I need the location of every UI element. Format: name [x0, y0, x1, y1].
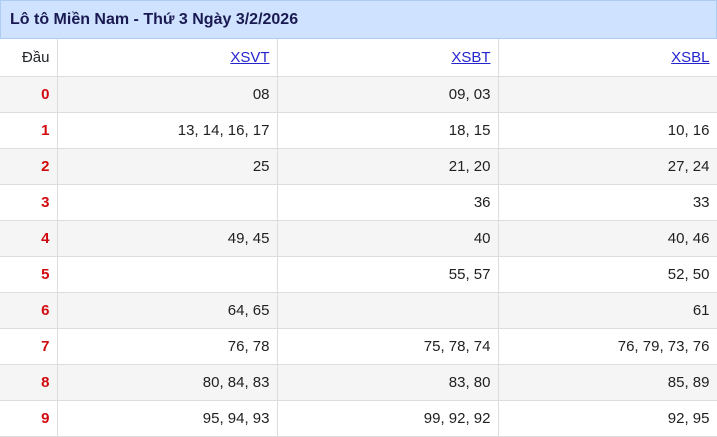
column-header-xsbl: XSBL: [497, 39, 717, 77]
xsvt-cell: 64, 65: [56, 291, 278, 329]
xsbl-cell: 92, 95: [497, 399, 717, 437]
table-row: 2 25 21, 20 27, 24: [0, 147, 717, 185]
table-row: 0 08 09, 03: [0, 75, 717, 113]
dau-cell: 2: [0, 147, 58, 185]
xsbl-cell: 85, 89: [497, 363, 717, 401]
xsbl-cell: 52, 50: [497, 255, 717, 293]
xsbt-cell: 75, 78, 74: [276, 327, 499, 365]
table-row: 7 76, 78 75, 78, 74 76, 79, 73, 76: [0, 327, 717, 365]
xsbt-cell: 83, 80: [276, 363, 499, 401]
xsbl-cell: 61: [497, 291, 717, 329]
xsbt-link[interactable]: XSBT: [451, 48, 491, 66]
xsvt-cell: 95, 94, 93: [56, 399, 278, 437]
xsbt-cell: [276, 291, 499, 329]
table-row: 8 80, 84, 83 83, 80 85, 89: [0, 363, 717, 401]
xsvt-link[interactable]: XSVT: [230, 48, 270, 66]
xsbt-cell: 21, 20: [276, 147, 499, 185]
column-header-xsvt: XSVT: [56, 39, 278, 77]
column-header-dau: Đầu: [0, 39, 58, 77]
xsbl-cell: 40, 46: [497, 219, 717, 257]
xsbl-link[interactable]: XSBL: [671, 48, 710, 66]
column-header-xsbt: XSBT: [276, 39, 499, 77]
xsvt-cell: 76, 78: [56, 327, 278, 365]
lotto-table: Đầu XSVT XSBT XSBL 0 08 09, 03 1 13, 14,…: [0, 39, 717, 437]
xsbt-cell: 09, 03: [276, 75, 499, 113]
xsbl-cell: [497, 75, 717, 113]
dau-cell: 3: [0, 183, 58, 221]
table-header-row: Đầu XSVT XSBT XSBL: [0, 39, 717, 77]
xsbt-cell: 55, 57: [276, 255, 499, 293]
dau-cell: 8: [0, 363, 58, 401]
xsbt-cell: 18, 15: [276, 111, 499, 149]
xsbl-cell: 76, 79, 73, 76: [497, 327, 717, 365]
table-row: 6 64, 65 61: [0, 291, 717, 329]
dau-cell: 1: [0, 111, 58, 149]
xsbt-cell: 36: [276, 183, 499, 221]
table-row: 5 55, 57 52, 50: [0, 255, 717, 293]
xsvt-cell: 80, 84, 83: [56, 363, 278, 401]
table-row: 4 49, 45 40 40, 46: [0, 219, 717, 257]
dau-cell: 0: [0, 75, 58, 113]
xsbl-cell: 27, 24: [497, 147, 717, 185]
xsbl-cell: 10, 16: [497, 111, 717, 149]
dau-cell: 6: [0, 291, 58, 329]
panel-title: Lô tô Miền Nam - Thứ 3 Ngày 3/2/2026: [0, 0, 717, 39]
dau-cell: 7: [0, 327, 58, 365]
xsvt-cell: 08: [56, 75, 278, 113]
xsvt-cell: 25: [56, 147, 278, 185]
xsbl-cell: 33: [497, 183, 717, 221]
dau-cell: 4: [0, 219, 58, 257]
table-row: 1 13, 14, 16, 17 18, 15 10, 16: [0, 111, 717, 149]
xsvt-cell: 49, 45: [56, 219, 278, 257]
dau-cell: 9: [0, 399, 58, 437]
xsvt-cell: [56, 183, 278, 221]
xsvt-cell: 13, 14, 16, 17: [56, 111, 278, 149]
dau-cell: 5: [0, 255, 58, 293]
table-row: 3 36 33: [0, 183, 717, 221]
xsbt-cell: 40: [276, 219, 499, 257]
table-row: 9 95, 94, 93 99, 92, 92 92, 95: [0, 399, 717, 437]
xsvt-cell: [56, 255, 278, 293]
xsbt-cell: 99, 92, 92: [276, 399, 499, 437]
